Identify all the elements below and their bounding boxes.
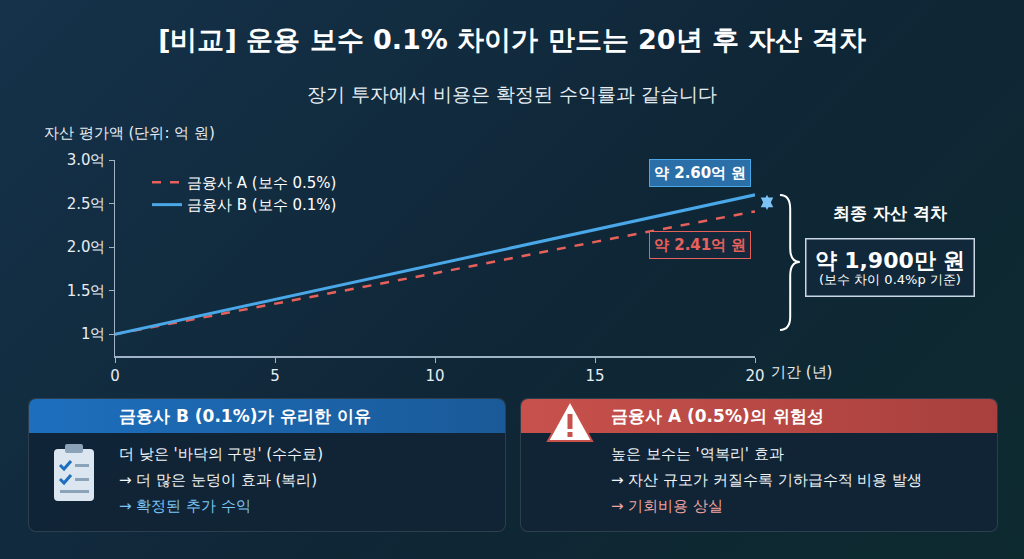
- svg-text:약 2.41억 원: 약 2.41억 원: [654, 236, 746, 254]
- html-text:→ 기회비용 상실: → 기회비용 상실: [611, 497, 724, 515]
- svg-text:15: 15: [585, 367, 604, 385]
- html-text:→ 자산 규모가 커질수록 기하급수적 비용 발생: → 자산 규모가 커질수록 기하급수적 비용 발생: [611, 471, 923, 489]
- svg-text:3.0억: 3.0억: [67, 151, 106, 169]
- svg-text:0: 0: [110, 367, 120, 385]
- html-text:→ 확정된 추가 수익: → 확정된 추가 수익: [119, 497, 251, 515]
- svg-text:20: 20: [745, 367, 764, 385]
- html-text:더 낮은 '바닥의 구멍' (수수료): 더 낮은 '바닥의 구멍' (수수료): [119, 445, 323, 463]
- html-text:금융사 B (0.1%)가 유리한 이유: 금융사 B (0.1%)가 유리한 이유: [119, 406, 372, 426]
- svg-text:2.0억: 2.0억: [67, 238, 106, 256]
- svg-text:1.5억: 1.5억: [67, 282, 106, 300]
- svg-text:기간 (년): 기간 (년): [771, 363, 832, 381]
- svg-text:자산 평가액 (단위: 억 원): 자산 평가액 (단위: 억 원): [44, 124, 215, 142]
- html-text:장기 투자에서 비용은 확정된 수익률과 같습니다: 장기 투자에서 비용은 확정된 수익률과 같습니다: [306, 83, 718, 105]
- svg-text:금융사 B (보수 0.1%): 금융사 B (보수 0.1%): [187, 196, 336, 214]
- svg-text:2.5억: 2.5억: [67, 195, 106, 213]
- svg-text:5: 5: [270, 367, 280, 385]
- svg-text:약 2.60억 원: 약 2.60억 원: [654, 164, 746, 182]
- svg-text:1억: 1억: [81, 325, 106, 343]
- svg-text:금융사 A (보수 0.5%): 금융사 A (보수 0.5%): [187, 174, 336, 192]
- svg-text:최종 자산 격차: 최종 자산 격차: [833, 203, 947, 223]
- html-text:[비교] 운용 보수 0.1% 차이가 만드는 20년 후: [비교] 운용 보수 0.1% 차이가 만드는 20년 후 자산 격차: [158, 24, 866, 55]
- svg-text:약 1,900만 원(보수 차이 0.4%p 기준): 약 1,900만 원(보수 차이 0.4%p 기준): [815, 248, 966, 288]
- html-text:→ 더 많은 눈덩이 효과 (복리): → 더 많은 눈덩이 효과 (복리): [119, 471, 318, 489]
- html-text:금융사 A (0.5%)의 위험성: 금융사 A (0.5%)의 위험성: [611, 406, 824, 426]
- html-text:높은 보수는 '역복리' 효과: 높은 보수는 '역복리' 효과: [611, 445, 784, 463]
- svg-text:10: 10: [425, 367, 444, 385]
